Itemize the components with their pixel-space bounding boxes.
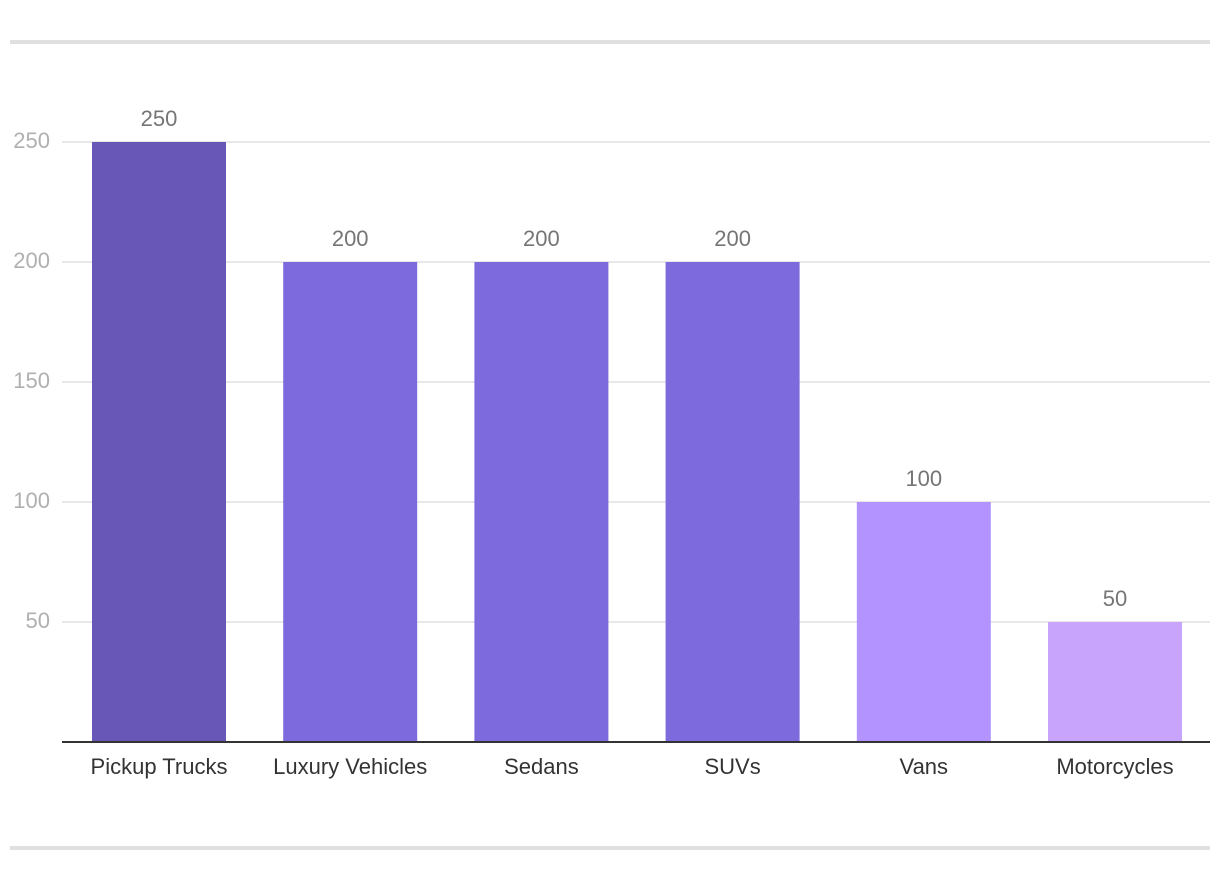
value-labels: 250 200 200 200 100 50 [141, 106, 1128, 611]
category-label: SUVs [704, 754, 760, 779]
category-label: Vans [900, 754, 949, 779]
x-axis-categories: Pickup Trucks Luxury Vehicles Sedans SUVs Va… [91, 754, 1174, 779]
bar [283, 262, 418, 742]
bar [856, 502, 991, 742]
category-label: Pickup Trucks [91, 754, 228, 779]
value-label: 200 [332, 226, 369, 251]
y-tick-label: 150 [13, 368, 50, 393]
value-label: 100 [905, 466, 942, 491]
bar [1048, 622, 1182, 742]
y-tick-label: 100 [13, 488, 50, 513]
y-tick-label: 250 [13, 128, 50, 153]
category-label: Luxury Vehicles [273, 754, 427, 779]
y-axis-ticks: 50 100 150 200 250 [13, 128, 50, 633]
value-label: 200 [523, 226, 560, 251]
category-label: Sedans [504, 754, 579, 779]
value-label: 50 [1103, 586, 1127, 611]
y-tick-label: 50 [26, 608, 50, 633]
value-label: 250 [141, 106, 178, 131]
category-label: Motorcycles [1056, 754, 1173, 779]
value-label: 200 [714, 226, 751, 251]
bar [92, 142, 226, 742]
gridlines [62, 141, 1210, 623]
bar [665, 262, 800, 742]
bar [474, 262, 609, 742]
y-tick-label: 200 [13, 248, 50, 273]
bars [92, 142, 1182, 742]
